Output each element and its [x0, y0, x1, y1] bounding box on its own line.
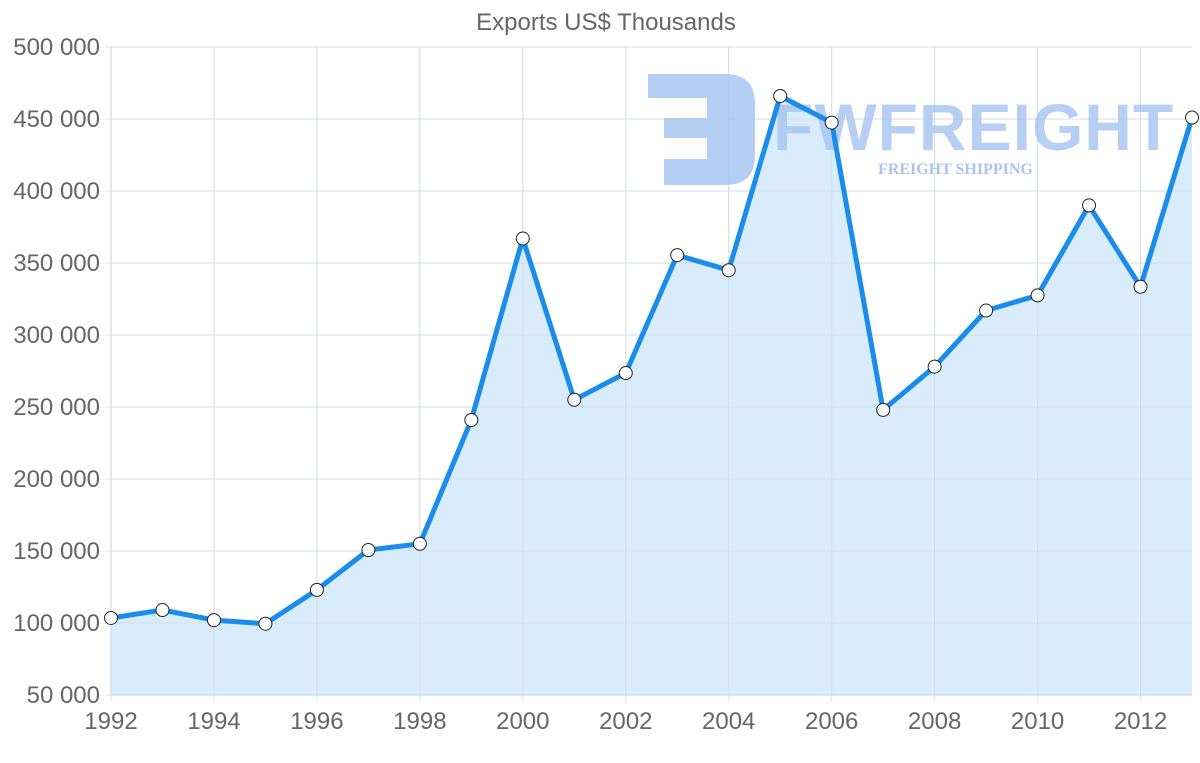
y-tick-label: 200 000	[13, 466, 100, 493]
area-fill	[110, 46, 1192, 696]
data-point-marker[interactable]	[464, 412, 479, 427]
x-axis: 1992 1994 1996 1998 2000 2002 2004 2006 2008 2010…	[84, 708, 1167, 735]
data-point-marker[interactable]	[670, 248, 685, 263]
chart-title: Exports US$ Thousands	[476, 9, 736, 36]
data-line	[108, 93, 1195, 627]
brand-logo-icon	[648, 74, 755, 185]
x-tick-label: 1992	[84, 708, 137, 735]
x-tick-label: 1994	[187, 708, 240, 735]
data-point-marker[interactable]	[721, 263, 736, 278]
y-tick-label: 100 000	[13, 610, 100, 637]
watermark-tagline: FREIGHT SHIPPING	[878, 161, 1033, 178]
data-point-marker[interactable]	[567, 392, 582, 407]
area-path	[111, 96, 1192, 695]
data-point-marker[interactable]	[1185, 110, 1199, 125]
y-tick-label: 300 000	[13, 322, 100, 349]
x-tick-label: 2006	[805, 708, 858, 735]
y-tick-label: 50 000	[27, 682, 100, 709]
data-point-marker[interactable]	[824, 115, 839, 130]
x-tick-label: 2010	[1011, 708, 1064, 735]
data-point-marker[interactable]	[258, 616, 273, 631]
data-point-marker[interactable]	[979, 303, 994, 318]
y-tick-label: 500 000	[13, 34, 100, 61]
y-axis: 50 000 100 000 150 000 200 000 250 000 300 00…	[13, 34, 100, 709]
data-point-marker[interactable]	[361, 542, 376, 557]
x-tick-label: 2002	[599, 708, 652, 735]
watermark-logo: FWFREIGHT FREIGHT SHIPPING	[648, 74, 1174, 185]
y-tick-label: 400 000	[13, 178, 100, 205]
y-tick-label: 350 000	[13, 250, 100, 277]
data-point-marker[interactable]	[1030, 288, 1045, 303]
data-markers	[104, 88, 1199, 631]
data-point-marker[interactable]	[412, 536, 427, 551]
y-tick-label: 250 000	[13, 394, 100, 421]
line-path	[108, 93, 1195, 627]
x-tick-label: 1996	[290, 708, 343, 735]
data-point-marker[interactable]	[309, 582, 324, 597]
data-point-marker[interactable]	[155, 603, 170, 618]
x-tick-label: 2008	[908, 708, 961, 735]
y-tick-label: 450 000	[13, 106, 100, 133]
data-point-marker[interactable]	[927, 359, 942, 374]
data-point-marker[interactable]	[206, 613, 221, 628]
data-point-marker[interactable]	[1133, 279, 1148, 294]
x-tick-label: 2004	[702, 708, 755, 735]
y-tick-label: 150 000	[13, 538, 100, 565]
data-point-marker[interactable]	[104, 610, 118, 625]
data-point-marker[interactable]	[1082, 198, 1097, 213]
data-point-marker[interactable]	[773, 88, 788, 103]
watermark-brand: FWFREIGHT	[773, 90, 1174, 164]
data-point-marker[interactable]	[515, 231, 530, 246]
data-point-marker[interactable]	[876, 402, 891, 417]
x-tick-label: 2012	[1114, 708, 1167, 735]
x-tick-label: 1998	[393, 708, 446, 735]
data-point-marker[interactable]	[618, 366, 633, 381]
x-tick-label: 2000	[496, 708, 549, 735]
